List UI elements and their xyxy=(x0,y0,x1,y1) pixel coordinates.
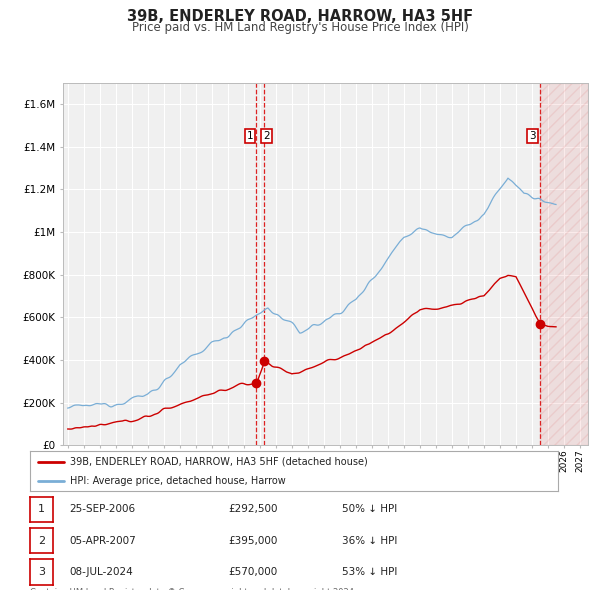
Bar xyxy=(541,83,588,445)
Text: 08-JUL-2024: 08-JUL-2024 xyxy=(69,567,133,577)
Text: £570,000: £570,000 xyxy=(228,567,277,577)
Text: 2: 2 xyxy=(38,536,45,546)
Text: 1: 1 xyxy=(247,131,253,141)
Text: 50% ↓ HPI: 50% ↓ HPI xyxy=(342,504,397,514)
Text: 3: 3 xyxy=(38,567,45,577)
Text: £395,000: £395,000 xyxy=(228,536,277,546)
Text: 39B, ENDERLEY ROAD, HARROW, HA3 5HF (detached house): 39B, ENDERLEY ROAD, HARROW, HA3 5HF (det… xyxy=(70,457,367,467)
Text: HPI: Average price, detached house, Harrow: HPI: Average price, detached house, Harr… xyxy=(70,476,286,486)
Text: 25-SEP-2006: 25-SEP-2006 xyxy=(69,504,135,514)
Text: 05-APR-2007: 05-APR-2007 xyxy=(69,536,136,546)
Text: 2: 2 xyxy=(263,131,269,141)
Text: 53% ↓ HPI: 53% ↓ HPI xyxy=(342,567,397,577)
Text: 39B, ENDERLEY ROAD, HARROW, HA3 5HF: 39B, ENDERLEY ROAD, HARROW, HA3 5HF xyxy=(127,9,473,24)
Text: 1: 1 xyxy=(38,504,45,514)
Text: £292,500: £292,500 xyxy=(228,504,277,514)
Text: 3: 3 xyxy=(529,131,536,141)
Text: Price paid vs. HM Land Registry's House Price Index (HPI): Price paid vs. HM Land Registry's House … xyxy=(131,21,469,34)
Text: 36% ↓ HPI: 36% ↓ HPI xyxy=(342,536,397,546)
Text: Contains HM Land Registry data © Crown copyright and database right 2024.
This d: Contains HM Land Registry data © Crown c… xyxy=(30,588,356,590)
